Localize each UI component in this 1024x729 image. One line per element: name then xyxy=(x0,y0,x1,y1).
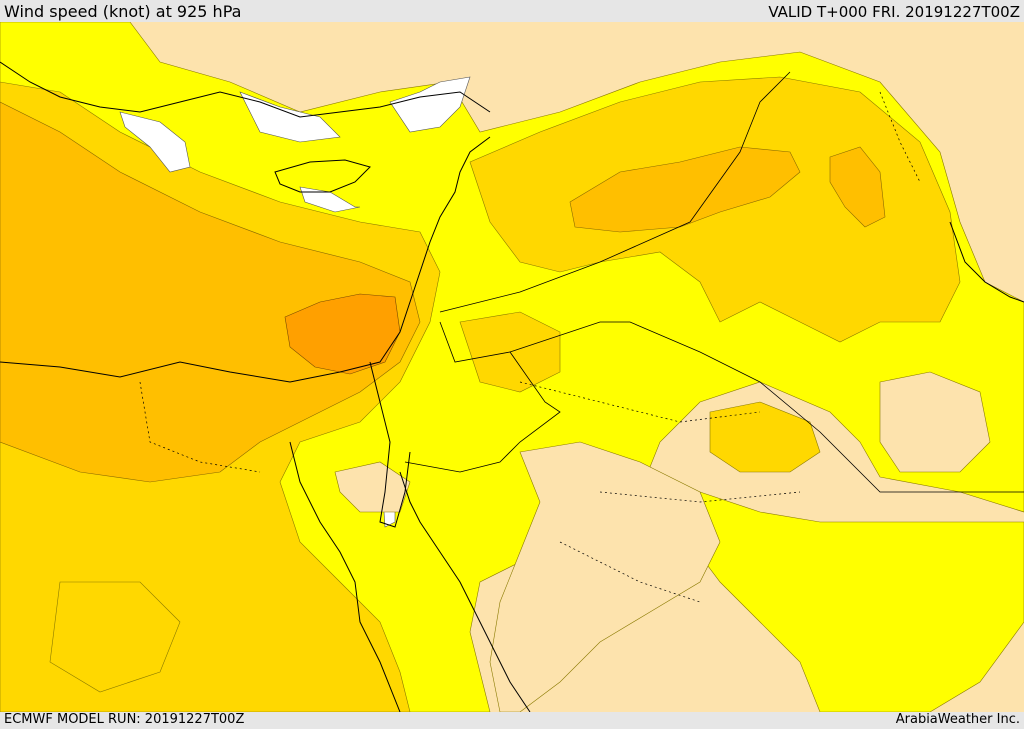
border-line-saudi xyxy=(509,321,1024,493)
strong-wind-region xyxy=(0,101,421,483)
coastline-mediterranean xyxy=(0,136,491,383)
border-line-dotted xyxy=(139,91,921,603)
strong-wind-region-east xyxy=(569,146,801,233)
light-wind-patch-arabia xyxy=(489,441,721,712)
fresh-wind-region-east xyxy=(709,401,821,473)
map-canvas xyxy=(0,22,1024,712)
moderate-wind-region-east xyxy=(689,491,1024,712)
credit-label: ArabiaWeather Inc. xyxy=(895,712,1020,727)
valid-time: VALID T+000 FRI. 20191227T00Z xyxy=(768,3,1020,21)
calm-region-anatolia xyxy=(389,76,471,133)
coastline-gulf xyxy=(949,221,1024,303)
calm-region-cyprus-north xyxy=(239,91,341,143)
header-bar: Wind speed (knot) at 925 hPa VALID T+000… xyxy=(0,0,1024,22)
light-wind-patch-sinai xyxy=(334,461,411,513)
coastline-turkey xyxy=(0,61,491,118)
coastline-cyprus xyxy=(274,159,371,193)
light-wind-patch-iraq xyxy=(879,371,991,473)
map-title: Wind speed (knot) at 925 hPa xyxy=(4,2,242,21)
coastline-red-sea-west xyxy=(289,441,401,712)
model-run-label: ECMWF MODEL RUN: 20191227T00Z xyxy=(4,712,245,727)
very-strong-wind-core xyxy=(284,293,401,375)
fresh-wind-region-south xyxy=(49,581,181,693)
calm-region-aegean xyxy=(119,111,191,173)
coastline-red-sea-east xyxy=(399,471,531,712)
footer-bar: ECMWF MODEL RUN: 20191227T00Z ArabiaWeat… xyxy=(0,712,1024,729)
strong-wind-region-ne xyxy=(829,146,886,228)
border-line-iraq xyxy=(439,71,791,313)
coastline-sinai xyxy=(369,361,411,528)
border-line-jordan xyxy=(404,321,561,473)
wind-speed-map[interactable] xyxy=(0,22,1024,712)
